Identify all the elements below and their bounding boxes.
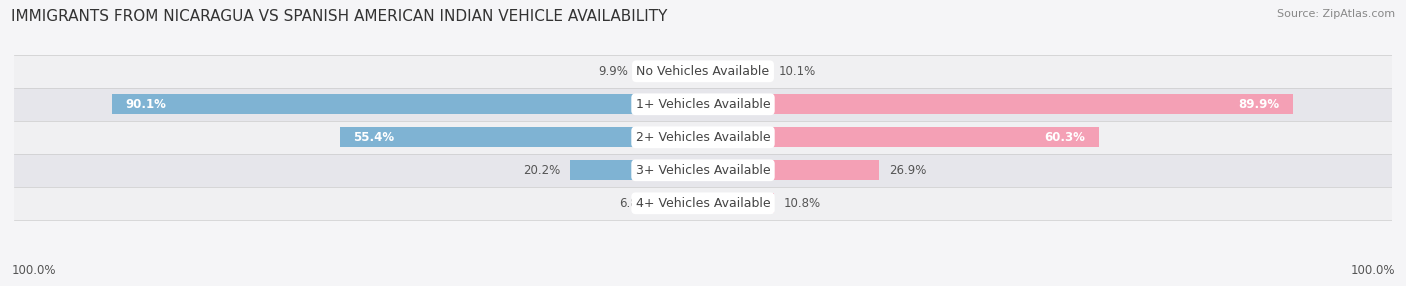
Text: 3+ Vehicles Available: 3+ Vehicles Available <box>636 164 770 177</box>
Bar <box>658 193 703 213</box>
Bar <box>0 154 1406 187</box>
Text: IMMIGRANTS FROM NICARAGUA VS SPANISH AMERICAN INDIAN VEHICLE AVAILABILITY: IMMIGRANTS FROM NICARAGUA VS SPANISH AME… <box>11 9 668 23</box>
Text: 20.2%: 20.2% <box>523 164 561 177</box>
Text: 60.3%: 60.3% <box>1045 131 1085 144</box>
Text: 2+ Vehicles Available: 2+ Vehicles Available <box>636 131 770 144</box>
Bar <box>571 160 703 180</box>
Bar <box>112 94 703 114</box>
Bar <box>638 61 703 81</box>
Text: 90.1%: 90.1% <box>125 98 166 111</box>
Bar <box>703 61 769 81</box>
Bar <box>703 193 773 213</box>
Legend: Immigrants from Nicaragua, Spanish American Indian: Immigrants from Nicaragua, Spanish Ameri… <box>509 283 897 286</box>
Text: 10.1%: 10.1% <box>779 65 817 78</box>
Bar <box>0 88 1406 121</box>
Text: No Vehicles Available: No Vehicles Available <box>637 65 769 78</box>
Text: 100.0%: 100.0% <box>11 265 56 277</box>
Text: 100.0%: 100.0% <box>1350 265 1395 277</box>
Text: 89.9%: 89.9% <box>1239 98 1279 111</box>
Text: Source: ZipAtlas.com: Source: ZipAtlas.com <box>1277 9 1395 19</box>
Bar <box>339 127 703 147</box>
Bar <box>703 127 1098 147</box>
Text: 9.9%: 9.9% <box>599 65 628 78</box>
Bar <box>0 55 1406 88</box>
Text: 55.4%: 55.4% <box>353 131 394 144</box>
Text: 6.8%: 6.8% <box>619 197 648 210</box>
Text: 26.9%: 26.9% <box>890 164 927 177</box>
Text: 4+ Vehicles Available: 4+ Vehicles Available <box>636 197 770 210</box>
Bar <box>0 121 1406 154</box>
Bar <box>703 94 1294 114</box>
Text: 10.8%: 10.8% <box>783 197 821 210</box>
Bar <box>703 160 880 180</box>
Bar <box>0 187 1406 220</box>
Text: 1+ Vehicles Available: 1+ Vehicles Available <box>636 98 770 111</box>
